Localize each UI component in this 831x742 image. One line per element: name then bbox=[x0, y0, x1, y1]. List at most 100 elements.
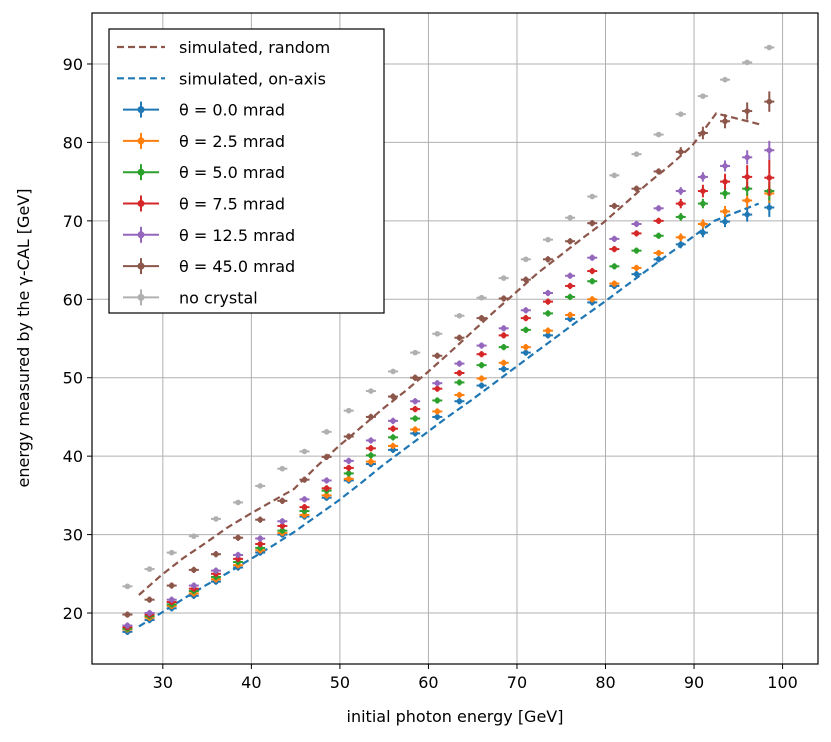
data-point bbox=[478, 375, 485, 382]
series-45-0-mrad bbox=[122, 91, 775, 618]
data-point bbox=[146, 596, 153, 603]
data-point bbox=[235, 556, 241, 562]
data-point bbox=[412, 406, 418, 412]
data-point bbox=[633, 247, 640, 254]
data-point bbox=[478, 351, 485, 357]
y-tick-label: 90 bbox=[63, 55, 83, 74]
legend-swatch-marker bbox=[137, 106, 145, 114]
data-point bbox=[677, 241, 684, 248]
data-point bbox=[412, 426, 418, 433]
data-point bbox=[766, 98, 773, 105]
data-point bbox=[257, 545, 264, 551]
data-point bbox=[390, 393, 396, 400]
x-tick-label: 90 bbox=[684, 673, 704, 692]
data-point bbox=[146, 610, 153, 616]
data-point bbox=[589, 254, 596, 261]
data-point bbox=[345, 433, 352, 440]
x-tick-label: 60 bbox=[418, 673, 438, 692]
data-point bbox=[124, 622, 131, 629]
data-point bbox=[722, 218, 728, 225]
data-point bbox=[500, 325, 507, 332]
data-point bbox=[257, 541, 264, 547]
legend-label: θ = 7.5 mrad bbox=[179, 195, 285, 214]
data-point bbox=[633, 151, 640, 157]
x-tick-label: 80 bbox=[595, 673, 615, 692]
y-tick-label: 40 bbox=[63, 447, 83, 466]
data-point bbox=[766, 44, 773, 51]
data-point bbox=[677, 149, 684, 155]
data-point bbox=[523, 349, 529, 356]
legend-label: simulated, random bbox=[179, 38, 330, 57]
data-point bbox=[368, 452, 374, 459]
x-tick-label: 70 bbox=[507, 673, 527, 692]
data-point bbox=[500, 360, 507, 366]
data-point bbox=[412, 349, 418, 356]
data-point bbox=[478, 315, 485, 321]
data-point bbox=[345, 407, 352, 414]
data-point bbox=[213, 567, 219, 574]
data-point bbox=[655, 131, 662, 138]
data-point bbox=[523, 276, 529, 283]
legend-swatch-marker bbox=[137, 168, 145, 176]
data-point bbox=[744, 197, 750, 204]
x-axis-ticks: 30 40 50 60 70 80 90 100 bbox=[153, 664, 798, 692]
data-point bbox=[478, 362, 485, 368]
data-point bbox=[213, 551, 219, 557]
legend-label: θ = 2.5 mrad bbox=[179, 132, 285, 151]
data-point bbox=[301, 448, 308, 455]
data-point bbox=[523, 315, 529, 321]
legend-swatch-marker bbox=[137, 137, 145, 145]
data-point bbox=[478, 294, 485, 301]
data-point bbox=[124, 583, 131, 590]
data-point bbox=[323, 492, 330, 499]
data-point bbox=[633, 265, 640, 271]
data-point bbox=[722, 178, 728, 185]
data-point bbox=[545, 327, 551, 334]
data-point bbox=[478, 342, 485, 349]
data-point bbox=[523, 307, 529, 314]
data-point bbox=[611, 236, 618, 242]
data-point bbox=[191, 567, 197, 573]
data-point bbox=[700, 188, 706, 194]
data-point bbox=[257, 516, 264, 523]
legend-swatch-marker bbox=[137, 231, 145, 239]
data-point bbox=[368, 388, 374, 394]
data-point bbox=[500, 366, 507, 372]
data-point bbox=[301, 504, 308, 510]
data-points bbox=[122, 44, 775, 635]
x-tick-label: 100 bbox=[767, 673, 798, 692]
plot-frame bbox=[91, 12, 819, 665]
y-tick-label: 20 bbox=[63, 604, 83, 623]
legend-item-simulated-random: simulated, random bbox=[117, 38, 330, 57]
data-point bbox=[655, 168, 662, 175]
x-tick-label: 40 bbox=[241, 673, 261, 692]
data-point bbox=[545, 290, 551, 296]
legend-swatch-marker bbox=[137, 293, 145, 301]
data-point bbox=[301, 496, 308, 503]
series-no-crystal bbox=[122, 44, 775, 590]
data-point bbox=[345, 465, 352, 471]
data-point bbox=[677, 200, 684, 207]
data-point bbox=[279, 518, 286, 525]
data-point bbox=[434, 408, 441, 415]
data-point bbox=[589, 268, 596, 274]
sim-line-on-axis bbox=[138, 202, 760, 628]
data-point bbox=[633, 221, 640, 227]
data-point bbox=[434, 385, 441, 392]
data-point bbox=[744, 154, 750, 161]
data-point bbox=[611, 280, 618, 287]
data-point bbox=[146, 566, 153, 572]
data-point bbox=[677, 234, 684, 241]
data-point bbox=[700, 221, 706, 227]
data-point bbox=[279, 523, 286, 529]
y-tick-label: 70 bbox=[63, 212, 83, 231]
data-point bbox=[766, 147, 773, 154]
legend-label: θ = 5.0 mrad bbox=[179, 163, 285, 182]
data-point bbox=[323, 485, 330, 492]
legend-label: θ = 0.0 mrad bbox=[179, 101, 285, 120]
data-point bbox=[567, 272, 573, 279]
data-point bbox=[655, 256, 662, 263]
data-point bbox=[412, 374, 418, 381]
y-tick-label: 50 bbox=[63, 369, 83, 388]
data-point bbox=[368, 437, 374, 444]
